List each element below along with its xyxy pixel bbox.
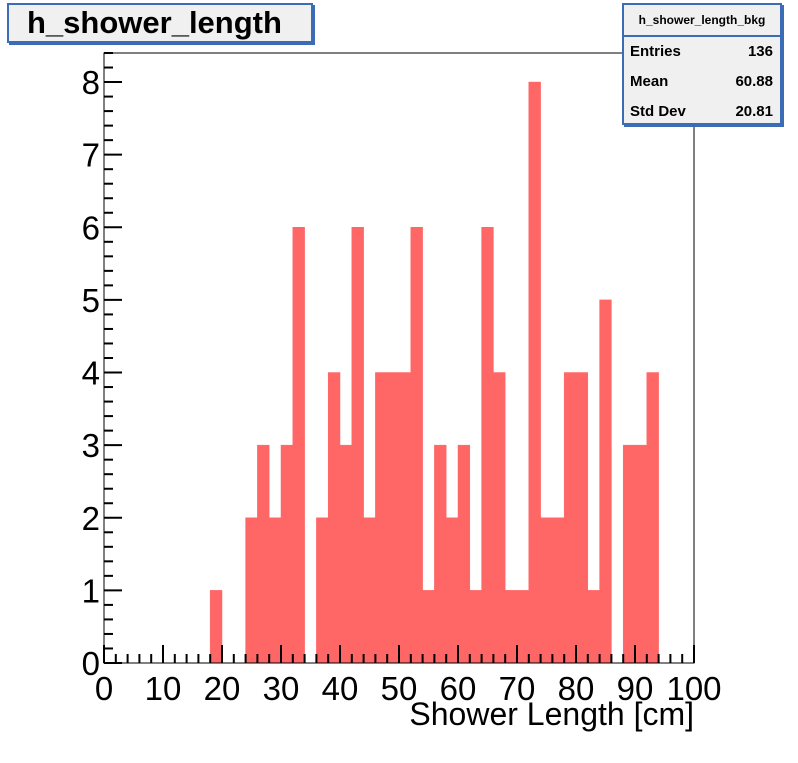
- chart-title: h_shower_length: [7, 3, 313, 43]
- histogram-bar: [634, 444, 648, 664]
- stats-entries-value: 136: [747, 43, 773, 60]
- histogram-bar: [599, 299, 612, 664]
- histogram-bar: [646, 372, 659, 664]
- stats-mean-value: 60.88: [735, 73, 773, 90]
- histogram-bar: [434, 444, 447, 664]
- histogram-bar: [622, 444, 636, 664]
- y-tick-label: 4: [82, 355, 100, 392]
- histogram-bar: [575, 372, 589, 664]
- histogram-bar: [540, 517, 553, 664]
- histogram-bar: [552, 517, 565, 664]
- stats-stddev-row: Std Dev 20.81: [624, 97, 780, 127]
- x-tick-label: 80: [558, 670, 595, 707]
- histogram-bar: [516, 590, 530, 664]
- stats-stddev-value: 20.81: [735, 103, 773, 120]
- histogram-bar: [563, 372, 577, 664]
- x-tick-label: 0: [95, 670, 113, 707]
- histogram-bar: [257, 444, 270, 664]
- histogram-bar: [469, 590, 482, 664]
- x-tick-label: 50: [381, 670, 418, 707]
- histogram-bar: [351, 227, 364, 664]
- histogram-bar: [316, 517, 329, 664]
- histogram-bar: [528, 81, 541, 664]
- stats-mean-row: Mean 60.88: [624, 67, 780, 97]
- x-tick-label: 100: [666, 670, 721, 707]
- histogram-bar: [493, 372, 506, 664]
- histogram-bar: [280, 444, 294, 664]
- histogram-bar: [422, 590, 435, 664]
- stats-title: h_shower_length_bkg: [624, 5, 780, 37]
- x-tick-label: 90: [617, 670, 654, 707]
- histogram-bar: [587, 590, 600, 664]
- histogram-bar: [339, 444, 353, 664]
- x-axis-label: Shower Length [cm]: [409, 696, 694, 732]
- y-tick-label: 6: [82, 209, 100, 246]
- stats-entries-label: Entries: [630, 43, 681, 60]
- x-tick-label: 30: [263, 670, 300, 707]
- histogram-bar: [245, 517, 258, 664]
- y-tick-label: 5: [82, 282, 100, 319]
- y-tick-label: 0: [82, 645, 100, 682]
- stats-box: h_shower_length_bkg Entries 136 Mean 60.…: [622, 3, 782, 125]
- stats-mean-label: Mean: [630, 73, 669, 90]
- y-tick-label: 2: [82, 500, 100, 537]
- y-tick-label: 8: [82, 64, 100, 101]
- histogram-bar: [209, 590, 223, 664]
- y-tick-label: 1: [82, 572, 100, 609]
- histogram-bar: [386, 372, 400, 664]
- histogram-bar: [457, 444, 471, 664]
- x-tick-label: 10: [145, 670, 182, 707]
- histogram-bar: [327, 372, 341, 664]
- histogram-bar: [363, 517, 376, 664]
- histogram-bar: [481, 227, 494, 664]
- x-tick-label: 20: [204, 670, 241, 707]
- stats-entries-row: Entries 136: [624, 37, 780, 67]
- x-tick-label: 70: [499, 670, 536, 707]
- histogram-bar: [398, 372, 412, 664]
- histogram-bar: [268, 517, 282, 664]
- stats-stddev-label: Std Dev: [630, 103, 686, 120]
- histogram-bar: [410, 227, 423, 664]
- histogram-bar: [292, 227, 305, 664]
- histogram-bar: [445, 517, 459, 664]
- x-tick-label: 40: [322, 670, 359, 707]
- y-tick-label: 7: [82, 137, 100, 174]
- histogram-bar: [504, 590, 518, 664]
- histogram-bar: [375, 372, 388, 664]
- x-tick-label: 60: [440, 670, 477, 707]
- y-tick-label: 3: [82, 427, 100, 464]
